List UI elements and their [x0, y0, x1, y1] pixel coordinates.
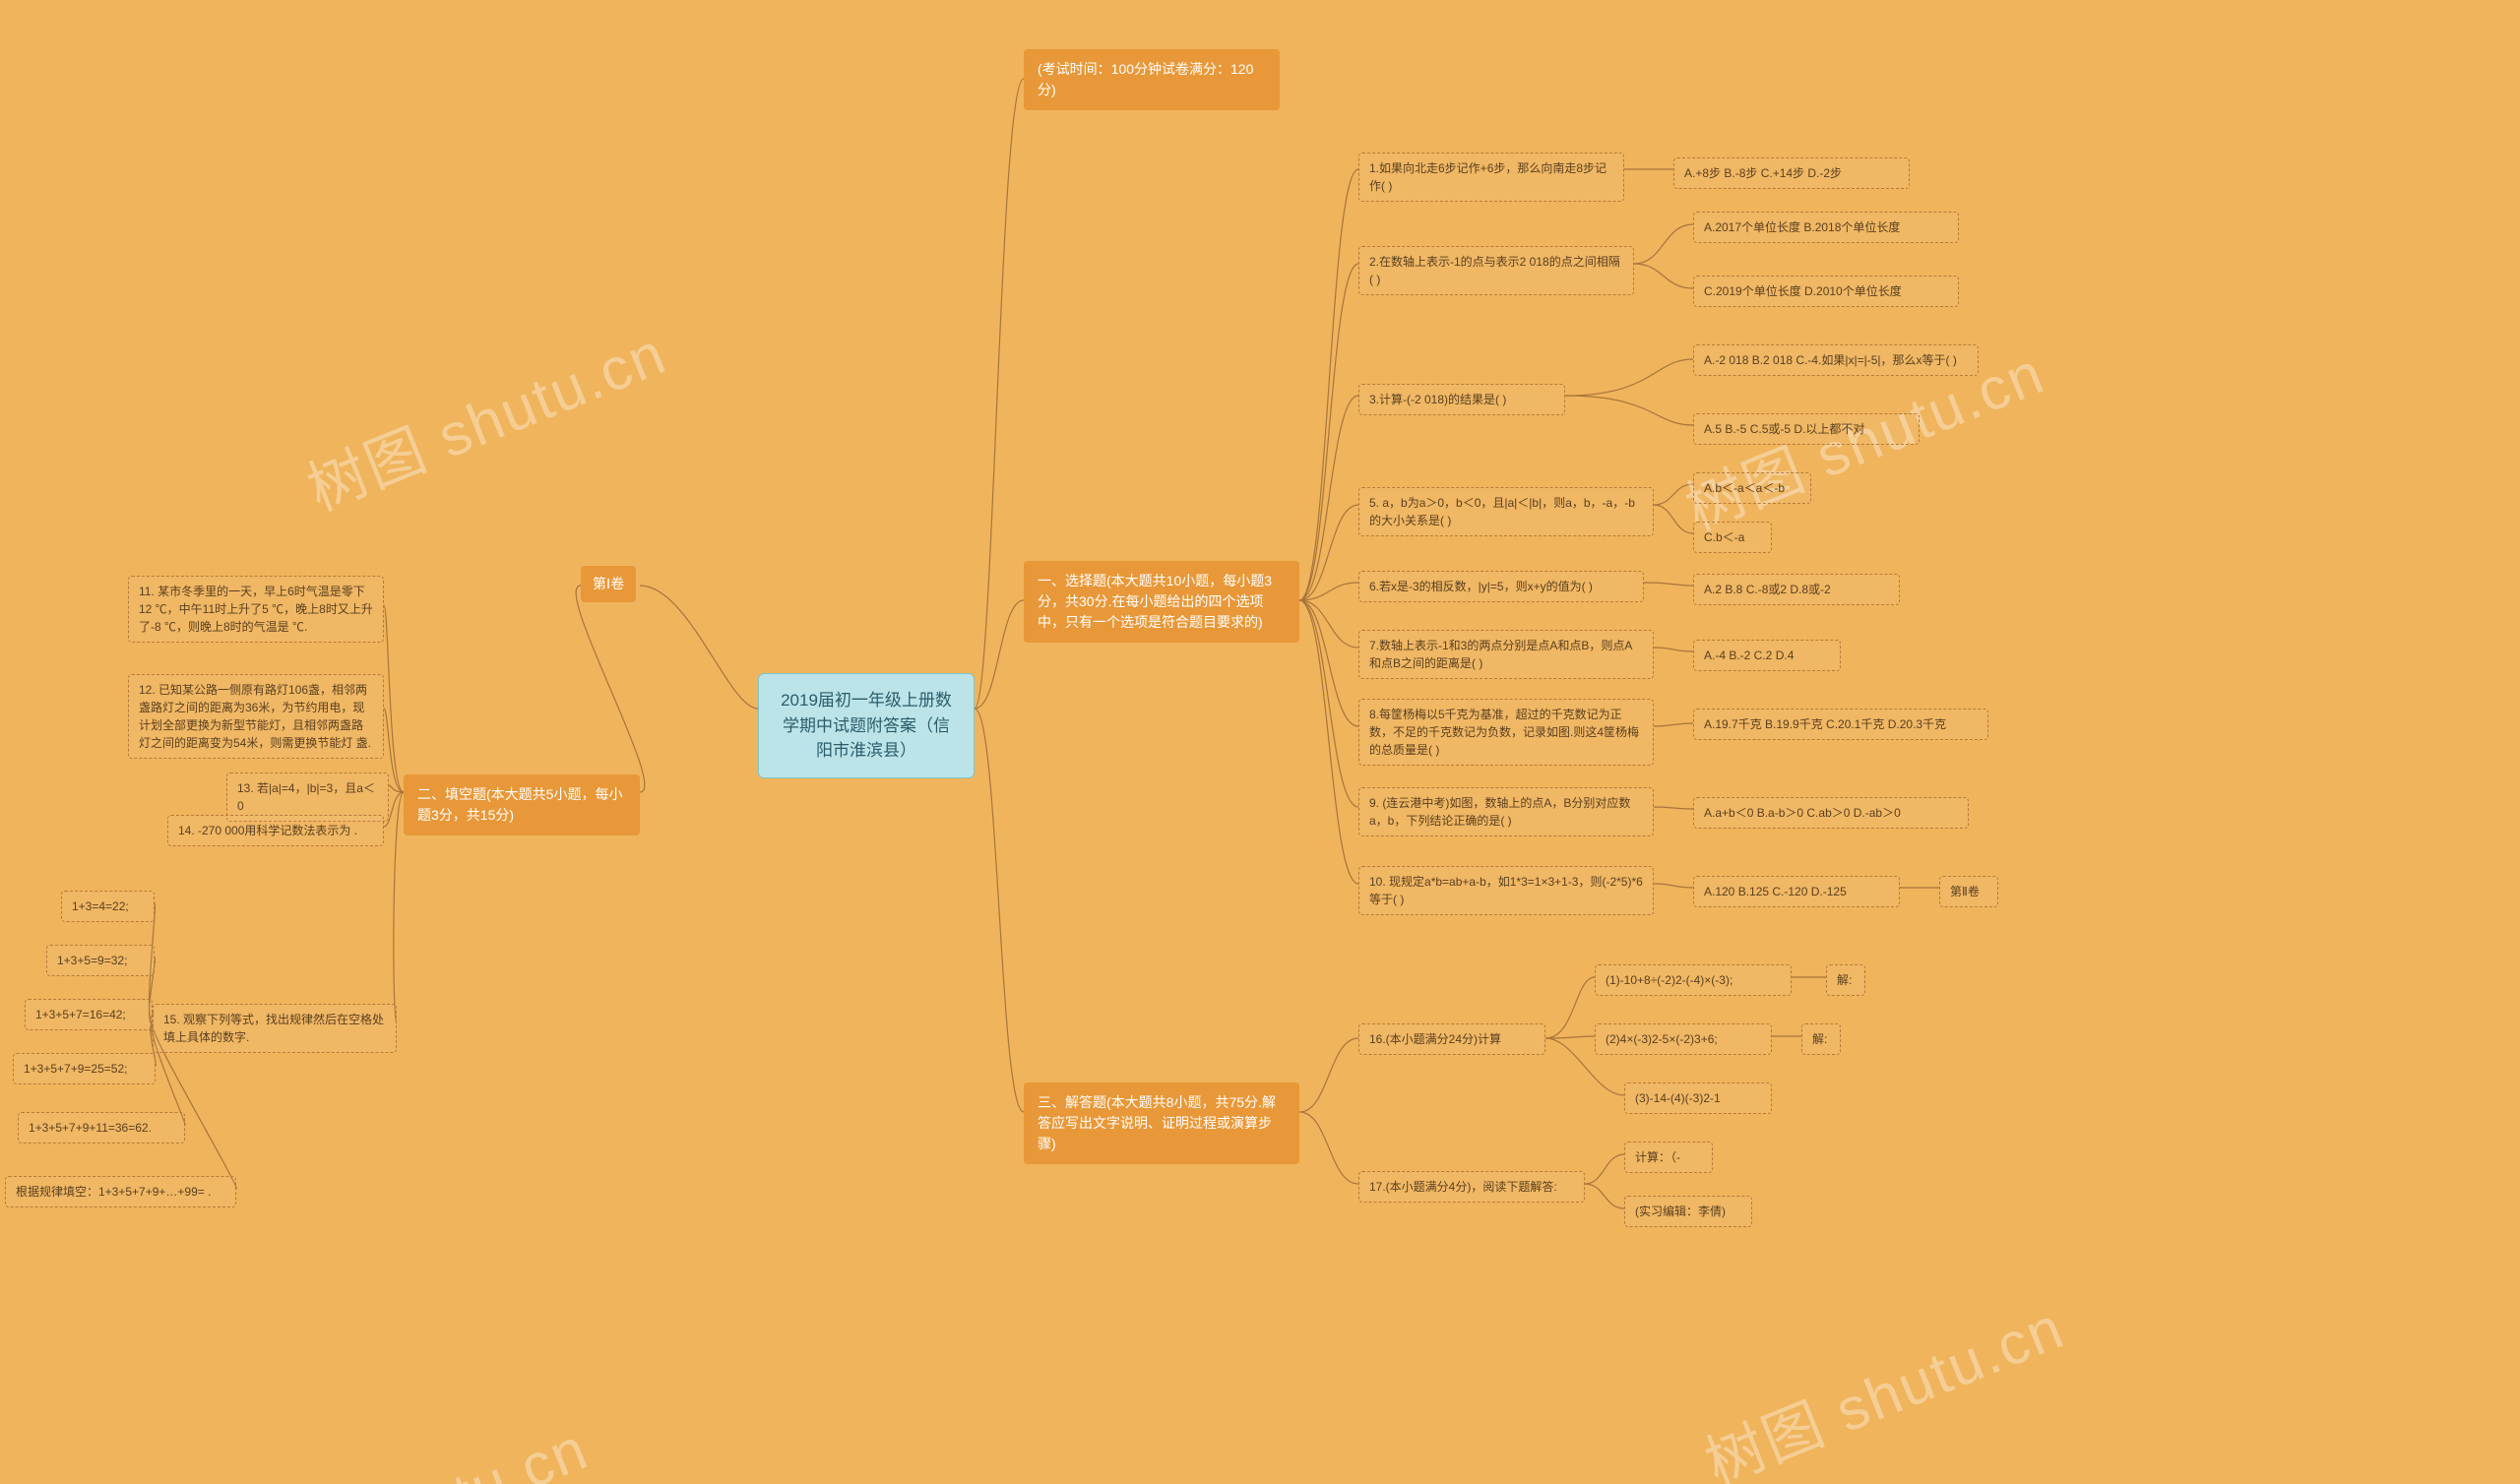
fill-15-eq3: 1+3+5+7=16=42; — [25, 999, 153, 1030]
q2: 2.在数轴上表示-1的点与表示2 018的点之间相隔( ) — [1358, 246, 1634, 295]
q5-answer-2: C.b＜-a — [1693, 522, 1772, 553]
fill-15-rule: 根据规律填空：1+3+5+7+9+…+99= . — [5, 1176, 236, 1207]
q16-1: (1)-10+8÷(-2)2-(-4)×(-3); — [1595, 964, 1792, 996]
q16-3: (3)-14-(4)(-3)2-1 — [1624, 1082, 1772, 1114]
section-3-node[interactable]: 三、解答题(本大题共8小题，共75分.解答应写出文字说明、证明过程或演算步骤) — [1024, 1082, 1299, 1164]
q16-1-sol: 解: — [1826, 964, 1865, 996]
center-node[interactable]: 2019届初一年级上册数学期中试题附答案（信阳市淮滨县） — [758, 673, 975, 778]
q7: 7.数轴上表示-1和3的两点分别是点A和点B，则点A和点B之间的距离是( ) — [1358, 630, 1654, 679]
volume-1-node[interactable]: 第Ⅰ卷 — [581, 566, 636, 602]
fill-11: 11. 某市冬季里的一天，早上6时气温是零下12 ℃，中午11时上升了5 ℃，晚… — [128, 576, 384, 643]
section-2-node[interactable]: 二、填空题(本大题共5小题，每小题3分，共15分) — [404, 774, 640, 835]
q9: 9. (连云港中考)如图，数轴上的点A，B分别对应数a，b，下列结论正确的是( … — [1358, 787, 1654, 836]
q2-answer-1: A.2017个单位长度 B.2018个单位长度 — [1693, 212, 1959, 243]
section-1-node[interactable]: 一、选择题(本大题共10小题，每小题3分，共30分.在每小题给出的四个选项中，只… — [1024, 561, 1299, 643]
q3-answer-2: A.5 B.-5 C.5或-5 D.以上都不对 — [1693, 413, 1920, 445]
fill-15-eq5: 1+3+5+7+9+11=36=62. — [18, 1112, 185, 1144]
q3: 3.计算-(-2 018)的结果是( ) — [1358, 384, 1565, 415]
watermark: shutu.cn — [350, 1414, 598, 1484]
watermark: 树图 shutu.cn — [1691, 1280, 2075, 1484]
fill-15-eq1: 1+3=4=22; — [61, 891, 155, 922]
fill-15: 15. 观察下列等式，找出规律然后在空格处填上具体的数字. — [153, 1004, 397, 1053]
watermark: 树图 shutu.cn — [293, 306, 677, 527]
exam-info-node[interactable]: (考试时间：100分钟试卷满分：120分) — [1024, 49, 1280, 110]
fill-12: 12. 已知某公路一侧原有路灯106盏，相邻两盏路灯之间的距离为36米，为节约用… — [128, 674, 384, 759]
q3-answer-1: A.-2 018 B.2 018 C.-4.如果|x|=|-5|，那么x等于( … — [1693, 344, 1979, 376]
q8-answer: A.19.7千克 B.19.9千克 C.20.1千克 D.20.3千克 — [1693, 709, 1988, 740]
fill-15-eq4: 1+3+5+7+9=25=52; — [13, 1053, 156, 1084]
fill-14: 14. -270 000用科学记数法表示为 . — [167, 815, 384, 846]
q6: 6.若x是-3的相反数，|y|=5，则x+y的值为( ) — [1358, 571, 1644, 602]
volume-2-label: 第Ⅱ卷 — [1939, 876, 1998, 907]
q8: 8.每筐杨梅以5千克为基准，超过的千克数记为正数，不足的千克数记为负数，记录如图… — [1358, 699, 1654, 766]
q1: 1.如果向北走6步记作+6步，那么向南走8步记作( ) — [1358, 153, 1624, 202]
q2-answer-2: C.2019个单位长度 D.2010个单位长度 — [1693, 276, 1959, 307]
q1-answer: A.+8步 B.-8步 C.+14步 D.-2步 — [1673, 157, 1910, 189]
q16-2: (2)4×(-3)2-5×(-2)3+6; — [1595, 1023, 1772, 1055]
q16-2-sol: 解: — [1801, 1023, 1841, 1055]
fill-15-eq2: 1+3+5=9=32; — [46, 945, 155, 976]
q17-calc: 计算：（- — [1624, 1142, 1713, 1173]
q7-answer: A.-4 B.-2 C.2 D.4 — [1693, 640, 1841, 671]
q5: 5. a，b为a＞0，b＜0，且|a|＜|b|，则a，b，-a，-b的大小关系是… — [1358, 487, 1654, 536]
q6-answer: A.2 B.8 C.-8或2 D.8或-2 — [1693, 574, 1900, 605]
q16: 16.(本小题满分24分)计算 — [1358, 1023, 1545, 1055]
q10: 10. 现规定a*b=ab+a-b，如1*3=1×3+1-3，则(-2*5)*6… — [1358, 866, 1654, 915]
q9-answer: A.a+b＜0 B.a-b＞0 C.ab＞0 D.-ab＞0 — [1693, 797, 1969, 829]
q17: 17.(本小题满分4分)，阅读下题解答: — [1358, 1171, 1585, 1203]
q10-answer: A.120 B.125 C.-120 D.-125 — [1693, 876, 1900, 907]
q5-answer-1: A.b＜-a＜a＜-b — [1693, 472, 1811, 504]
q17-editor: (实习编辑：李倩) — [1624, 1196, 1752, 1227]
